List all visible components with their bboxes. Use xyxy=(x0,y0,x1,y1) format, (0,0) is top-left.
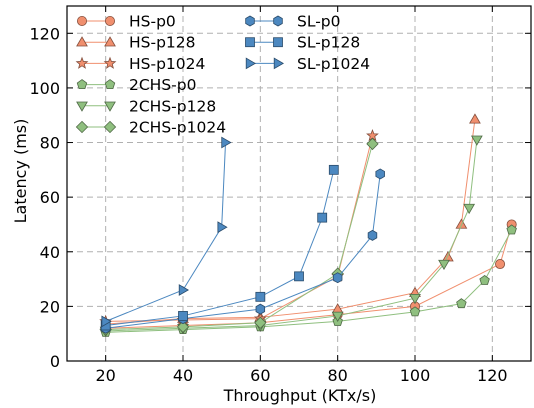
data-point-sl-p0 xyxy=(256,304,265,314)
data-point-sl-p1024 xyxy=(218,222,227,232)
legend-marker-sl-p128 xyxy=(246,38,255,47)
data-point-hs-p128 xyxy=(456,219,466,228)
data-point-sl-p128 xyxy=(256,292,265,301)
legend-label-2chs-p0: 2CHS-p0 xyxy=(129,76,196,94)
legend-label-sl-p0: SL-p0 xyxy=(297,13,341,31)
legend-label-sl-p1024: SL-p1024 xyxy=(297,55,370,73)
y-tick-label: 60 xyxy=(40,188,60,207)
data-point-sl-p0 xyxy=(376,169,385,179)
data-point-sl-p0 xyxy=(368,230,377,240)
series-sl-p1024 xyxy=(102,137,231,326)
legend-item-hs-p0: HS-p0 xyxy=(77,13,175,31)
data-point-2chs-p128 xyxy=(472,136,482,145)
series-line-2chs-p0 xyxy=(106,230,512,332)
series-hs-p1024 xyxy=(100,130,377,326)
legend-marker-hs-p0 xyxy=(105,16,114,25)
data-point-2chs-p1024 xyxy=(367,138,378,149)
data-point-2chs-p0 xyxy=(480,275,490,284)
legend: HS-p0 HS-p128 HS-p1024 2CHS-p0 2CHS-p128 2CHS… xyxy=(76,13,370,137)
x-tick-label: 60 xyxy=(250,366,270,385)
legend-item-hs-p128: HS-p128 xyxy=(77,34,196,52)
data-point-sl-p128 xyxy=(329,165,338,174)
series-hs-p0 xyxy=(101,220,516,333)
legend-label-hs-p0: HS-p0 xyxy=(129,13,176,31)
legend-label-hs-p128: HS-p128 xyxy=(129,34,196,52)
data-point-sl-p128 xyxy=(179,311,188,320)
legend-item-2chs-p128: 2CHS-p128 xyxy=(77,97,216,115)
data-point-hs-p0 xyxy=(495,259,504,268)
legend-marker-sl-p1024 xyxy=(274,58,283,68)
series-layer xyxy=(100,114,516,336)
legend-marker-2chs-p128 xyxy=(105,102,115,111)
y-tick-label: 40 xyxy=(40,243,60,262)
y-tick-label: 20 xyxy=(40,297,60,316)
legend-marker-hs-p128 xyxy=(77,37,87,46)
data-point-sl-p128 xyxy=(318,213,327,222)
legend-marker-2chs-p0 xyxy=(105,80,115,89)
legend-marker-sl-p128 xyxy=(274,38,283,47)
legend-item-hs-p1024: HS-p1024 xyxy=(77,55,206,73)
legend-item-2chs-p0: 2CHS-p0 xyxy=(77,76,196,94)
legend-marker-sl-p0 xyxy=(274,16,283,26)
legend-label-hs-p1024: HS-p1024 xyxy=(129,55,205,73)
legend-marker-sl-p0 xyxy=(246,16,255,26)
data-point-sl-p1024 xyxy=(179,285,188,295)
data-point-hs-p128 xyxy=(470,114,480,123)
y-axis-title: Latency (ms) xyxy=(11,119,30,224)
x-tick-label: 120 xyxy=(477,366,508,385)
legend-marker-2chs-p1024 xyxy=(76,121,87,132)
series-line-sl-p128 xyxy=(106,170,334,326)
x-tick-label: 100 xyxy=(400,366,431,385)
legend-label-2chs-p1024: 2CHS-p1024 xyxy=(129,119,226,137)
legend-marker-sl-p1024 xyxy=(246,58,255,68)
legend-label-2chs-p128: 2CHS-p128 xyxy=(129,97,216,115)
x-tick-label: 40 xyxy=(173,366,193,385)
series-line-sl-p1024 xyxy=(106,143,226,322)
x-axis-title: Throughput (KTx/s) xyxy=(223,386,377,405)
data-point-2chs-p128 xyxy=(464,204,474,213)
legend-label-sl-p128: SL-p128 xyxy=(297,34,360,52)
series-line-hs-p1024 xyxy=(106,136,373,322)
legend-item-sl-p1024: SL-p1024 xyxy=(246,55,370,73)
series-hs-p128 xyxy=(100,114,480,328)
x-tick-label: 20 xyxy=(95,366,115,385)
legend-item-2chs-p1024: 2CHS-p1024 xyxy=(76,119,226,137)
series-sl-p128 xyxy=(101,165,338,330)
y-tick-label: 120 xyxy=(29,24,60,43)
legend-item-sl-p128: SL-p128 xyxy=(246,34,361,52)
legend-marker-hs-p1024 xyxy=(77,58,88,68)
legend-marker-hs-p0 xyxy=(77,16,86,25)
y-tick-label: 0 xyxy=(50,352,60,371)
data-point-sl-p0 xyxy=(333,273,342,283)
x-tick-label: 80 xyxy=(327,366,347,385)
legend-marker-hs-p1024 xyxy=(105,58,116,68)
legend-marker-hs-p128 xyxy=(105,37,115,46)
y-tick-label: 100 xyxy=(29,79,60,98)
legend-marker-2chs-p0 xyxy=(77,80,87,89)
data-point-sl-p1024 xyxy=(222,137,231,147)
y-tick-label: 80 xyxy=(40,134,60,153)
data-point-sl-p128 xyxy=(295,272,304,281)
legend-marker-2chs-p128 xyxy=(77,102,87,111)
